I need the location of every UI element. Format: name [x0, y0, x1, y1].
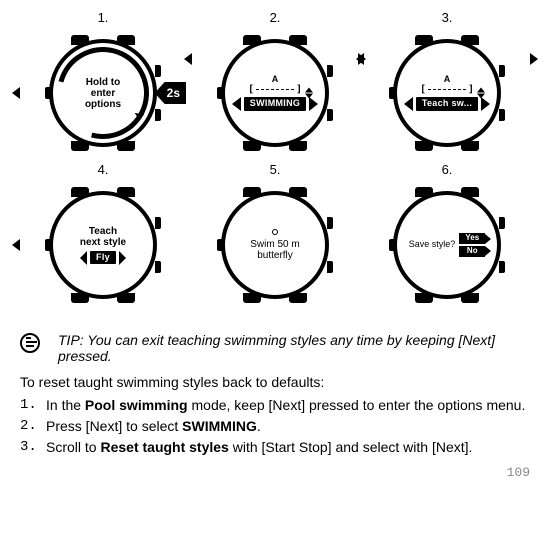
tip-icon	[20, 333, 40, 353]
diagram-grid: 1.Hold to enter options2s2.A[]SWIMMING3.…	[20, 10, 530, 310]
tip-row: TIP: You can exit teaching swimming styl…	[20, 332, 530, 364]
step-text: Press [Next] to select SWIMMING.	[46, 417, 261, 436]
step-text: In the Pool swimming mode, keep [Next] p…	[46, 396, 525, 415]
step-number: 4.	[98, 162, 109, 177]
duration-badge: 2s	[155, 82, 186, 104]
watch-option: No	[459, 246, 485, 257]
diagram-cell: 6. Save style?Yes No	[364, 162, 530, 310]
step-text: Scroll to Reset taught styles with [Star…	[46, 438, 472, 457]
step-number: 2.	[270, 10, 281, 25]
step-number: 1.	[98, 10, 109, 25]
watch-face-text: Hold to enter options	[85, 77, 121, 110]
watch-illustration: A[]SWIMMING	[200, 28, 350, 158]
step-number: 3.	[442, 10, 453, 25]
reset-steps-list: 1.In the Pool swimming mode, keep [Next]…	[20, 396, 530, 457]
list-item: 1.In the Pool swimming mode, keep [Next]…	[20, 396, 530, 415]
watch-illustration: A[]Teach sw...	[372, 28, 522, 158]
watch-face-bar: SWIMMING	[244, 97, 306, 111]
diagram-cell: 5. Swim 50 m butterfly	[192, 162, 358, 310]
diagram-cell: 3. A[]Teach sw...	[364, 10, 530, 158]
diagram-cell: 4. Teach next style Fly	[20, 162, 186, 310]
step-index: 2.	[20, 417, 46, 436]
watch-illustration: Save style?Yes No	[372, 180, 522, 310]
page-number: 109	[20, 465, 530, 480]
watch-face-text: Save style?	[409, 240, 456, 250]
watch-face-text: Teach next style	[80, 226, 126, 248]
watch-face-bar: Fly	[90, 251, 116, 265]
tip-text: TIP: You can exit teaching swimming styl…	[58, 332, 530, 364]
reset-heading: To reset taught swimming styles back to …	[20, 374, 530, 390]
step-number: 6.	[442, 162, 453, 177]
watch-illustration: Hold to enter options2s	[28, 28, 178, 158]
diagram-cell: 1.Hold to enter options2s	[20, 10, 186, 158]
watch-option: Yes	[459, 233, 485, 244]
watch-illustration: Swim 50 m butterfly	[200, 180, 350, 310]
step-index: 3.	[20, 438, 46, 457]
list-item: 2.Press [Next] to select SWIMMING.	[20, 417, 530, 436]
step-number: 5.	[270, 162, 281, 177]
watch-face-bar: Teach sw...	[416, 97, 478, 111]
list-item: 3.Scroll to Reset taught styles with [St…	[20, 438, 530, 457]
watch-face-text: Swim 50 m butterfly	[250, 239, 299, 261]
diagram-cell: 2. A[]SWIMMING	[192, 10, 358, 158]
watch-illustration: Teach next style Fly	[28, 180, 178, 310]
step-index: 1.	[20, 396, 46, 415]
